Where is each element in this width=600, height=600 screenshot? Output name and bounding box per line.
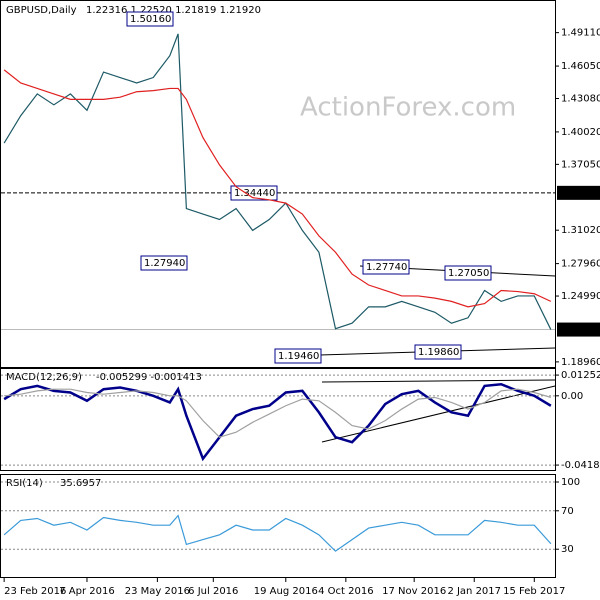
x-tick-label: 6 Jul 2016 (188, 586, 238, 597)
annotation-box (126, 11, 174, 27)
y-tick-label: 100 (561, 477, 580, 488)
level-box (557, 185, 600, 200)
macd-subtitle: -0.005299 -0.001413 (96, 372, 202, 383)
x-tick-label: 17 Nov 2016 (382, 586, 446, 597)
y-tick-label: 1.40020 (561, 127, 600, 138)
annotation-box (140, 255, 188, 271)
macd-title: MACD(12,26,9) (6, 372, 82, 383)
y-tick-label: 1.49110 (561, 28, 600, 39)
annotation-box (414, 344, 462, 360)
chart-title: GBPUSD,Daily (6, 5, 77, 16)
macd-panel (0, 368, 556, 471)
x-tick-label: 7 Apr 2016 (59, 586, 114, 597)
x-tick-label: 19 Aug 2016 (254, 586, 318, 597)
y-tick-label: 1.27960 (561, 259, 600, 270)
price-line (3, 33, 552, 330)
last-price-box (557, 322, 600, 337)
rsi-panel (0, 474, 556, 578)
annotation: 1.34440 (234, 188, 275, 199)
y-tick-label: -0.041823 (561, 460, 600, 471)
y-tick-label: 1.24990 (561, 291, 600, 302)
y-tick-label: 1.46050 (561, 61, 600, 72)
indicator-line (3, 69, 552, 308)
rsi-subtitle: 35.6957 (60, 478, 101, 489)
last-price-label: 1.21920 (560, 325, 600, 336)
rsi-title: RSI(14) (6, 478, 43, 489)
x-tick-label: 15 Feb 2017 (503, 586, 565, 597)
indicator-line (3, 514, 552, 552)
y-tick-label: 1.37050 (561, 159, 600, 170)
annotation: 1.27740 (366, 262, 407, 273)
x-tick-label: 2 Jan 2017 (447, 586, 501, 597)
annotation-box (274, 348, 322, 364)
y-tick-label: 1.43080 (561, 93, 600, 104)
trendline (321, 385, 556, 443)
y-tick-label: 70 (561, 506, 574, 517)
annotation-box (444, 265, 492, 281)
level-label: 1.34440 (560, 188, 600, 199)
x-tick-label: 23 Feb 2016 (4, 586, 66, 597)
y-tick-label: 1.18960 (561, 357, 600, 368)
chart-subtitle: 1.22316 1.22520 1.21819 1.21920 (86, 5, 261, 16)
annotation: 1.19860 (418, 347, 459, 358)
y-tick-label: 0.00 (561, 391, 583, 402)
y-tick-label: 0.012522 (561, 370, 600, 381)
annotation: 1.50160 (130, 14, 171, 25)
annotation-box (362, 259, 410, 275)
y-tick-label: 30 (561, 544, 574, 555)
watermark: ActionForex.com (300, 93, 516, 123)
y-tick-label: 1.31020 (561, 225, 600, 236)
annotation: 1.27050 (448, 268, 489, 279)
x-tick-label: 23 May 2016 (125, 586, 190, 597)
annotation: 1.19460 (278, 351, 319, 362)
x-tick-label: 4 Oct 2016 (318, 586, 373, 597)
annotation: 1.27940 (144, 258, 185, 269)
indicator-line (4, 388, 552, 438)
price-panel (0, 0, 556, 368)
annotation-box (230, 185, 278, 201)
trendline (321, 379, 556, 383)
